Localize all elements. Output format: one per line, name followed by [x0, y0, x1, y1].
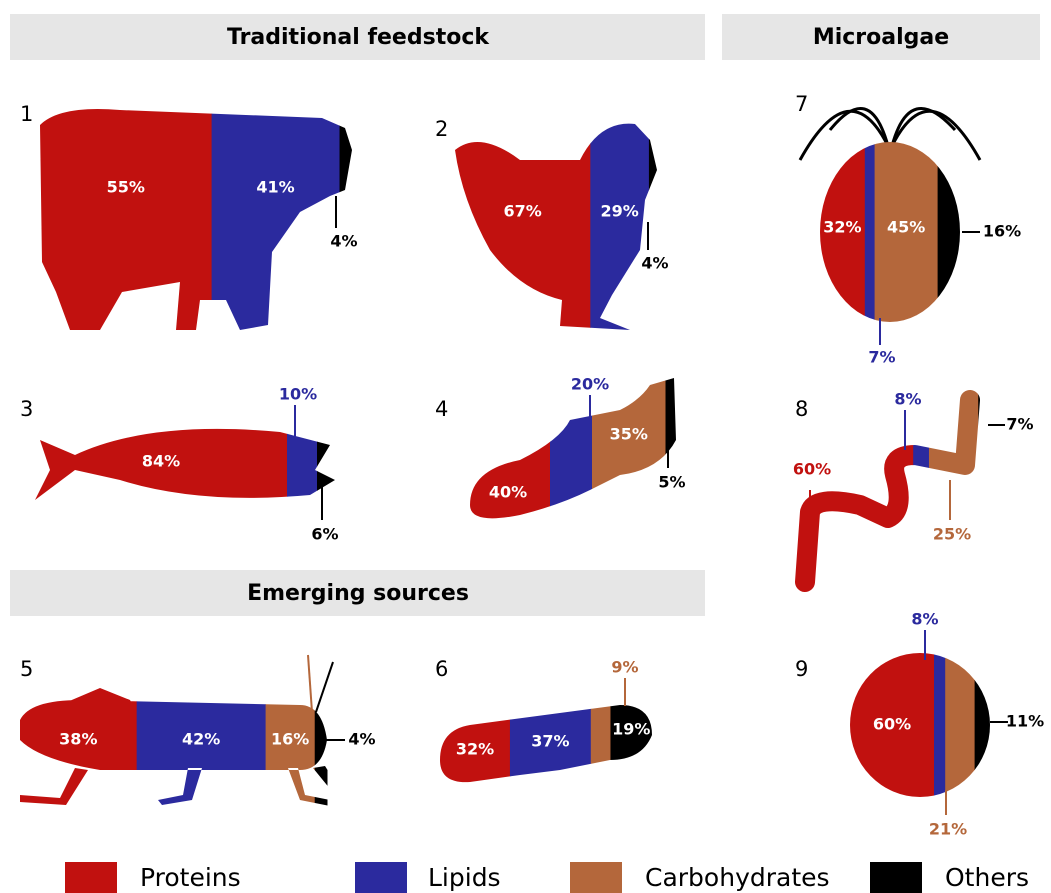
value-label: 7% [1006, 415, 1033, 434]
segment [865, 140, 875, 325]
value-label: 84% [142, 452, 180, 471]
value-label: 11% [1006, 712, 1044, 731]
panel: 1 55% 41% 4% [20, 100, 358, 335]
antenna [316, 662, 333, 712]
section-title: Emerging sources [247, 581, 469, 606]
panel: 9 60% 8% 21% 11% [795, 610, 1044, 839]
silhouette [40, 100, 353, 335]
value-label: 45% [887, 218, 925, 237]
panel-number: 4 [435, 397, 448, 421]
segment [649, 115, 658, 335]
segment [929, 390, 979, 595]
segment [610, 695, 652, 790]
segment [975, 650, 991, 800]
value-label: 16% [983, 222, 1021, 241]
antenna [308, 655, 312, 712]
segment [913, 390, 929, 595]
segment [40, 100, 212, 335]
legend-item: Others [870, 862, 1029, 893]
value-label: 4% [330, 232, 357, 251]
segment [938, 140, 961, 325]
value-label: 8% [894, 390, 921, 409]
value-label: 29% [600, 202, 638, 221]
panel: 860%8%25%7% [793, 390, 1034, 596]
value-label: 4% [348, 730, 375, 749]
value-label: 67% [504, 202, 542, 221]
segment [592, 375, 666, 525]
value-label: 60% [793, 460, 831, 479]
segment [455, 115, 591, 335]
value-label: 9% [611, 658, 638, 677]
panel-number: 2 [435, 117, 448, 141]
segment [317, 415, 336, 510]
value-label: 4% [641, 254, 668, 273]
legend-item: Lipids [355, 862, 501, 893]
panel-number: 1 [20, 102, 33, 126]
value-label: 10% [279, 385, 317, 404]
value-label: 41% [256, 178, 294, 197]
segment [340, 100, 353, 335]
value-label: 40% [489, 483, 527, 502]
value-label: 21% [929, 820, 967, 839]
legend-label: Carbohydrates [645, 863, 830, 892]
section-title: Traditional feedstock [227, 25, 490, 50]
segment [945, 650, 975, 800]
legend-swatch [355, 862, 407, 893]
value-label: 25% [933, 525, 971, 544]
panel-number: 6 [435, 657, 448, 681]
panel: 2 67% 29% 4% [435, 115, 669, 335]
legend-swatch [570, 862, 622, 893]
value-label: 55% [107, 178, 145, 197]
section-title: Microalgae [813, 25, 949, 50]
value-label: 42% [182, 730, 220, 749]
segment [550, 375, 593, 525]
panel: 7 32% 7% 45% 16% [795, 92, 1021, 367]
segment [591, 695, 611, 790]
value-label: 19% [612, 720, 650, 739]
panel-number: 7 [795, 92, 808, 116]
legend-swatch [870, 862, 922, 893]
segment [466, 375, 551, 525]
segment [315, 650, 328, 815]
segment [978, 390, 992, 595]
legend-swatch [65, 862, 117, 893]
legend-label: Proteins [140, 863, 241, 892]
panel-number: 9 [795, 657, 808, 681]
value-label: 37% [531, 732, 569, 751]
value-label: 20% [571, 375, 609, 394]
silhouette [795, 390, 993, 595]
panel-number: 5 [20, 657, 33, 681]
infographic: Traditional feedstock Microalgae Emergin… [0, 0, 1051, 893]
value-label: 16% [271, 730, 309, 749]
legend-item: Carbohydrates [570, 862, 830, 893]
segment [795, 390, 914, 595]
value-label: 7% [868, 348, 895, 367]
value-label: 8% [911, 610, 938, 629]
segment [212, 100, 340, 335]
panel: 4 40% 20% 35% 5% [435, 375, 686, 526]
legend-label: Others [945, 863, 1029, 892]
value-label: 35% [610, 425, 648, 444]
value-label: 60% [873, 715, 911, 734]
value-label: 5% [658, 473, 685, 492]
panel-number: 3 [20, 397, 33, 421]
segment [590, 115, 649, 335]
silhouette [466, 375, 677, 525]
segment [287, 415, 318, 510]
value-label: 38% [59, 730, 97, 749]
value-label: 32% [456, 740, 494, 759]
panel: 6 32% 37% 9% 19% [435, 657, 653, 790]
panel: 3 84% 10% 6% [20, 385, 339, 544]
panel: 5 38% 42% 16% 4% [20, 650, 376, 815]
silhouette [850, 650, 991, 800]
legend-label: Lipids [428, 863, 501, 892]
silhouette [35, 415, 336, 510]
value-label: 6% [311, 525, 338, 544]
value-label: 32% [823, 218, 861, 237]
silhouette [455, 115, 658, 335]
legend-item: Proteins [65, 862, 241, 893]
segment [934, 650, 946, 800]
